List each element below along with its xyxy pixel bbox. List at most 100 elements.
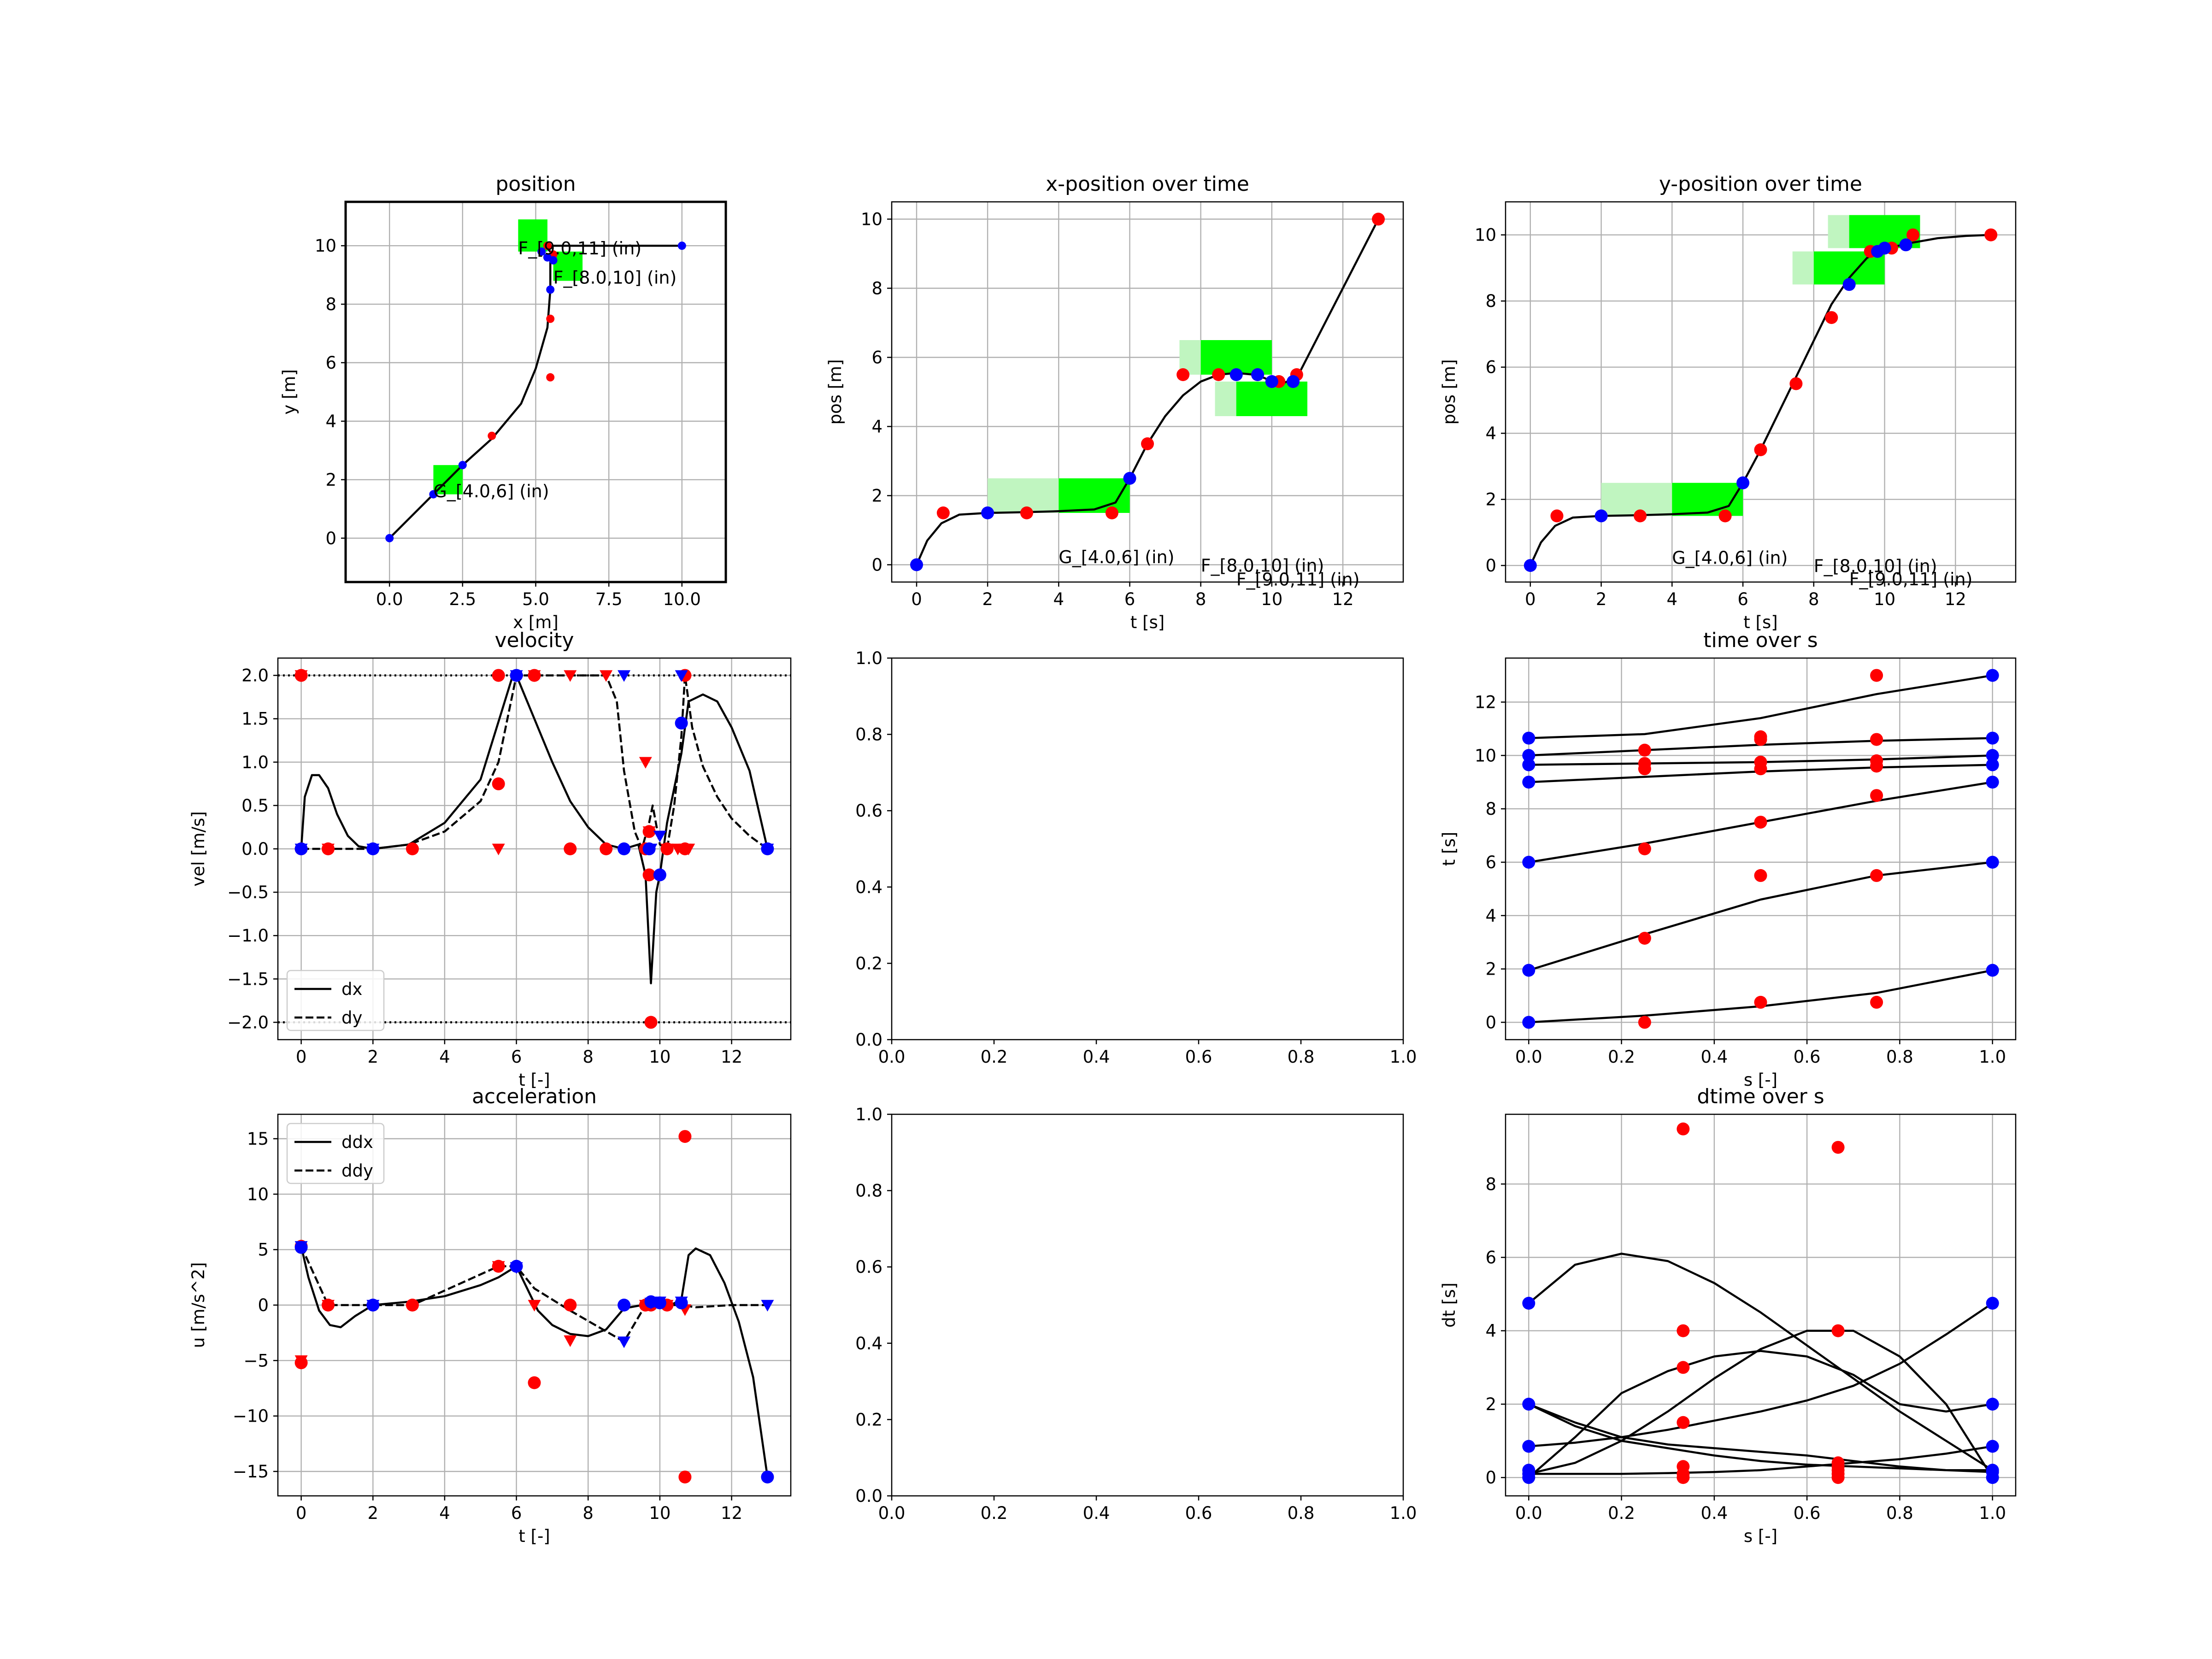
scatter-marker [642, 826, 656, 838]
scatter-marker [642, 868, 656, 882]
scatter-marker [1522, 1440, 1535, 1453]
x-tick-label: 0.8 [1288, 1503, 1315, 1523]
y-tick-label: 6 [1485, 853, 1496, 872]
x-tick-label: 0.2 [981, 1047, 1008, 1067]
x-axis-label: x [m] [513, 612, 559, 632]
scatter-marker [1522, 1016, 1535, 1029]
x-tick-label: 0.8 [1288, 1047, 1315, 1067]
x-axis-label: t [-] [518, 1526, 550, 1546]
y-tick-label: 4 [1485, 424, 1496, 443]
scatter-marker [910, 558, 923, 571]
scatter-marker [1986, 1398, 1999, 1411]
scatter-marker [1522, 1471, 1535, 1484]
scatter-marker [1550, 509, 1564, 523]
scatter-marker [653, 830, 666, 842]
x-tick-label: 10 [649, 1503, 671, 1523]
scatter-marker [1878, 241, 1891, 255]
plot-area [294, 1130, 774, 1484]
x-axis-label: s [-] [1744, 1070, 1777, 1090]
scatter-marker [429, 490, 438, 499]
series-line-ddx [300, 1246, 769, 1477]
x-tick-label: 2 [982, 589, 993, 609]
scatter-marker [1899, 238, 1912, 252]
region-rect [518, 219, 547, 252]
scatter-marker [1986, 669, 1999, 682]
scatter-marker [675, 670, 688, 682]
scatter-marker [1986, 856, 1999, 869]
x-tick-label: 7.5 [595, 589, 623, 609]
axes-background [892, 202, 1403, 582]
scatter-marker [528, 1376, 541, 1389]
annotation-label: F_[9.0,11] (in) [518, 238, 641, 259]
scatter-marker [1986, 758, 1999, 771]
x-tick-label: 12 [1945, 589, 1966, 609]
y-axis-label: t [s] [1439, 832, 1459, 866]
x-tick-label: 0.4 [1083, 1047, 1110, 1067]
scatter-marker [653, 868, 666, 882]
y-tick-label: 1.5 [241, 709, 269, 729]
y-tick-label: 2 [1485, 490, 1496, 510]
scatter-marker [546, 314, 555, 323]
scatter-marker [644, 1016, 658, 1029]
scatter-marker [1831, 1141, 1845, 1154]
y-tick-label: −15 [233, 1462, 269, 1482]
subplot-xpos: 0 2 4 6 8 10 12 0 2 4 6 8 10 x-position over time t [s… [825, 172, 1404, 632]
x-tick-label: 4 [1667, 589, 1678, 609]
scatter-marker [981, 506, 994, 519]
x-tick-label: 4 [439, 1047, 450, 1067]
subplot-title: time over s [1703, 629, 1818, 652]
x-tick-label: 0.8 [1886, 1503, 1913, 1523]
axes-background [1506, 1114, 2016, 1496]
series-line [1528, 1350, 1993, 1478]
y-tick-label: 4 [325, 412, 336, 431]
scatter-marker [564, 1299, 577, 1312]
annotation-label: F_[8.0,10] (in) [553, 268, 677, 288]
x-tick-label: 0.2 [1608, 1047, 1635, 1067]
scatter-marker [543, 241, 552, 250]
x-tick-label: 0 [296, 1047, 307, 1067]
scatter-marker [1638, 842, 1651, 855]
series-line [1528, 1403, 1993, 1471]
y-tick-label: 6 [1485, 358, 1496, 377]
x-tick-label: 6 [511, 1503, 522, 1523]
axes-frame [1505, 1113, 2017, 1497]
scatter-marker [510, 670, 523, 682]
scatter-marker [600, 842, 613, 855]
x-tick-label: 4 [1053, 589, 1065, 609]
scatter-marker [564, 842, 577, 855]
scatter-marker [644, 843, 658, 855]
y-tick-label: 8 [1485, 799, 1496, 819]
y-axis-label: pos [m] [825, 359, 845, 424]
scatter-marker [1251, 368, 1264, 381]
y-tick-label: 0.0 [855, 1030, 882, 1050]
x-tick-label: 10 [1261, 589, 1282, 609]
scatter-marker [294, 1355, 308, 1367]
x-tick-label: 8 [1195, 589, 1206, 609]
y-tick-label: 0 [1485, 1468, 1496, 1488]
subplot-empty1: 0.0 0.2 0.4 0.6 0.8 1.0 0.0 0.2 0.4 0.6 0.8 1.0 [855, 648, 1417, 1067]
scatter-marker [1789, 377, 1803, 390]
scatter-marker [618, 1336, 631, 1348]
scatter-marker [1522, 964, 1535, 977]
y-tick-label: 0.8 [855, 1181, 882, 1201]
y-tick-label: 0 [1485, 556, 1496, 576]
scatter-marker [322, 843, 335, 855]
scatter-marker [1986, 731, 1999, 745]
x-tick-label: 0.6 [1185, 1503, 1212, 1523]
legend-box [286, 1123, 385, 1184]
series-line [1529, 674, 1993, 739]
y-tick-label: −2.0 [227, 1012, 269, 1032]
subplot-velocity: 0 2 4 6 8 10 12 −2.0 −1.5 −1.0 −0.5 0.0 0.5 1.0 1.5 2.0… [188, 629, 792, 1090]
scatter-marker [546, 285, 555, 294]
scatter-marker [294, 670, 308, 682]
y-tick-label: 10 [315, 236, 336, 256]
y-tick-label: 0.6 [855, 801, 882, 821]
scatter-marker [549, 256, 558, 265]
scatter-marker [618, 670, 631, 682]
y-tick-label: 2 [1485, 959, 1496, 979]
scatter-marker [1522, 731, 1535, 745]
annotation-label: F_[9.0,11] (in) [1849, 569, 1973, 589]
scatter-marker [1177, 368, 1190, 381]
scatter-marker [653, 1296, 666, 1308]
scatter-marker [528, 670, 541, 682]
